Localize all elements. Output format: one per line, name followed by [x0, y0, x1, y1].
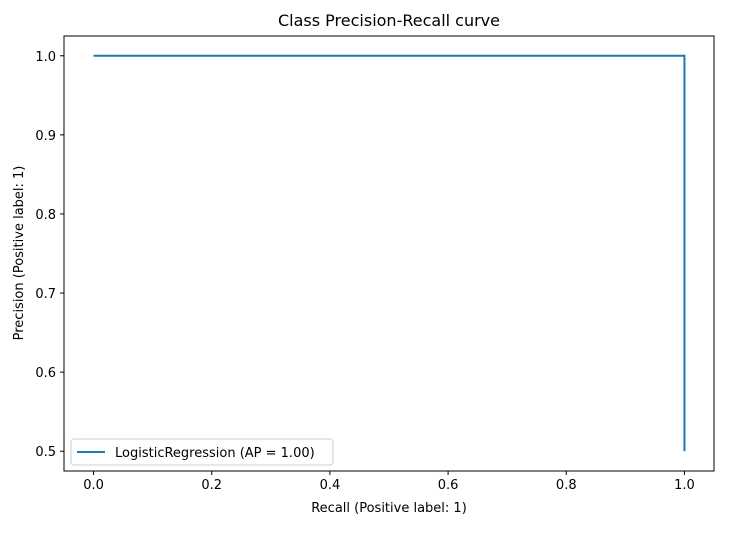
x-tick-label: 0.2: [201, 478, 222, 493]
plot-area: [93, 54, 686, 452]
axes-frame: [63, 35, 715, 472]
y-tick-label: 0.6: [35, 366, 56, 381]
x-tick-label: 0.0: [83, 478, 104, 493]
series-line-0: [93, 54, 686, 452]
chart-title: Class Precision-Recall curve: [278, 11, 500, 30]
legend-box: [70, 438, 334, 466]
x-axis-label: Recall (Positive label: 1): [311, 501, 467, 516]
x-tick-label: 0.4: [320, 478, 341, 493]
y-tick-label: 0.8: [35, 208, 56, 223]
y-tick-label: 1.0: [35, 50, 56, 65]
legend: LogisticRegression (AP = 1.00): [70, 438, 334, 466]
legend-label: LogisticRegression (AP = 1.00): [115, 446, 315, 461]
y-tick-label: 0.5: [35, 445, 56, 460]
x-tick-label: 0.6: [438, 478, 459, 493]
y-tick-label: 0.7: [35, 287, 56, 302]
y-tick-label: 0.9: [35, 129, 56, 144]
x-tick-label: 1.0: [674, 478, 695, 493]
axes: 0.0 0.2 0.4 0.6 0.8 1.0 0.5 0.6 0.7 0.8 0.9 1.0: [35, 35, 715, 493]
y-axis-label: Precision (Positive label: 1): [12, 166, 27, 341]
x-tick-label: 0.8: [556, 478, 577, 493]
